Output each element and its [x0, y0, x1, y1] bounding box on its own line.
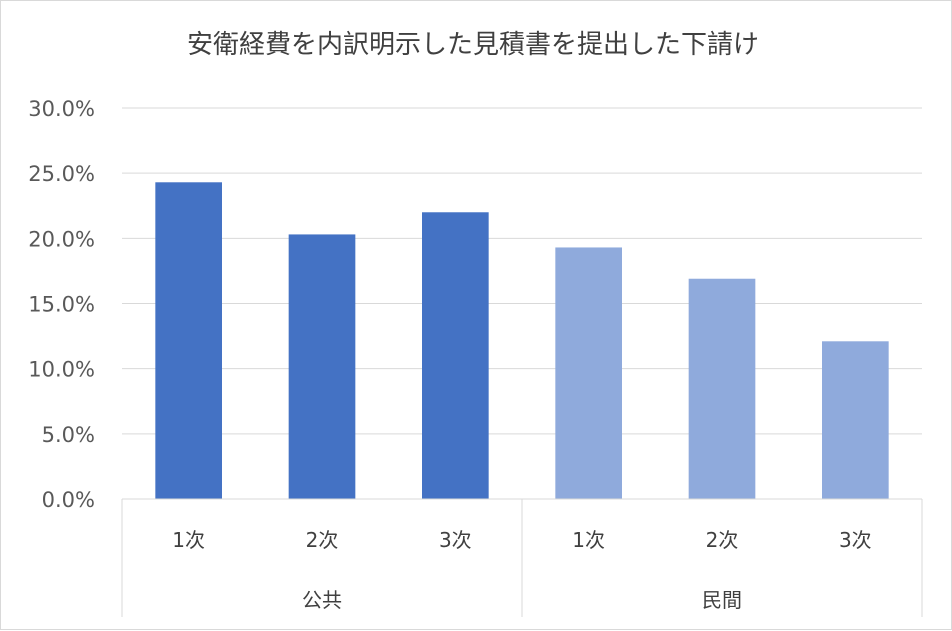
y-tick-label: 5.0% [42, 423, 95, 447]
bar [155, 182, 222, 500]
x-category-label: 3次 [839, 528, 872, 552]
y-axis-ticks: 0.0% 5.0% 10.0% 15.0% 20.0% 25.0% 30.0% [28, 97, 95, 512]
bar [422, 212, 489, 499]
bar [555, 247, 622, 499]
bar [288, 234, 356, 499]
bar [688, 278, 756, 499]
x-group-label: 公共 [302, 588, 342, 612]
chart-title: 安衛経費を内訳明示した見積書を提出した下請け [187, 30, 759, 60]
x-category-label: 2次 [306, 528, 339, 552]
y-tick-label: 15.0% [28, 293, 95, 317]
y-tick-label: 25.0% [28, 162, 95, 186]
bars [155, 182, 889, 500]
x-group-label: 民間 [702, 588, 742, 612]
bar [822, 341, 889, 499]
y-tick-label: 30.0% [28, 97, 95, 121]
x-category-label: 3次 [439, 528, 472, 552]
y-tick-label: 10.0% [28, 358, 95, 382]
gridlines [122, 107, 922, 500]
x-category-label: 1次 [572, 528, 605, 552]
y-tick-label: 20.0% [28, 227, 95, 251]
y-tick-label: 0.0% [42, 488, 95, 512]
x-category-label: 2次 [706, 528, 739, 552]
x-category-label: 1次 [172, 528, 205, 552]
